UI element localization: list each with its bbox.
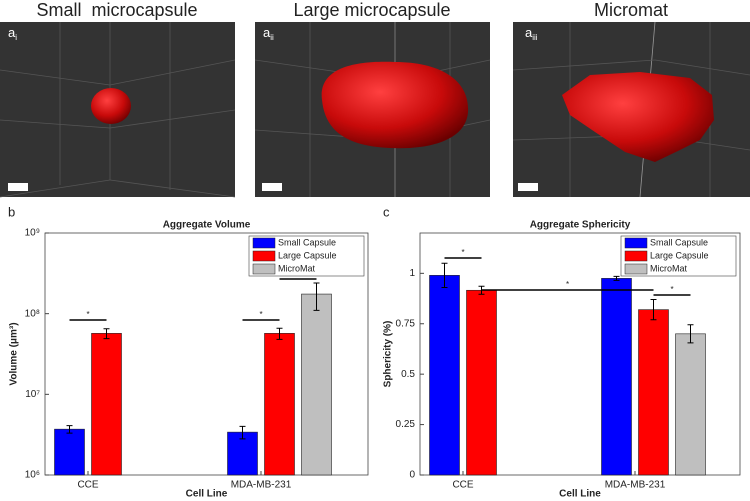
legend-label: Large Capsule bbox=[278, 250, 337, 260]
x-axis-label: Cell Line bbox=[559, 489, 601, 500]
significance-label: * bbox=[259, 310, 262, 319]
y-tick-label: 10⁹ bbox=[25, 228, 40, 239]
error-bar bbox=[441, 262, 448, 288]
microcapsule bbox=[321, 61, 469, 149]
panel-letter: a bbox=[263, 25, 271, 40]
panel-letter: a bbox=[8, 25, 16, 40]
x-tick-label: CCE bbox=[452, 480, 473, 491]
panel-title: Micromat bbox=[594, 0, 668, 20]
y-tick-label: 10⁶ bbox=[25, 470, 40, 481]
legend-label: Small Capsule bbox=[650, 237, 708, 247]
panel-letter: a bbox=[525, 25, 533, 40]
panel-label: aii bbox=[263, 25, 274, 42]
legend-label: Small Capsule bbox=[278, 237, 336, 247]
error-bar bbox=[103, 328, 110, 340]
error-bar bbox=[613, 275, 620, 281]
bar bbox=[429, 275, 460, 476]
panel-subscript: i bbox=[15, 33, 17, 42]
significance-label: * bbox=[670, 285, 673, 294]
chart-title: Aggregate Volume bbox=[163, 220, 251, 231]
bar bbox=[675, 333, 706, 476]
panel-title: Large microcapsule bbox=[293, 0, 450, 20]
legend-label: MicroMat bbox=[650, 263, 688, 273]
panel-subscript: iii bbox=[532, 33, 538, 42]
error-bar bbox=[276, 327, 283, 340]
panel-label: aiii bbox=[525, 25, 538, 42]
error-bar bbox=[313, 282, 320, 311]
error-bar bbox=[650, 299, 657, 321]
bar bbox=[54, 428, 85, 476]
x-tick-label: CCE bbox=[77, 480, 98, 491]
bar bbox=[301, 293, 332, 476]
panel-subscript: ii bbox=[270, 33, 274, 42]
bar bbox=[91, 333, 122, 476]
y-tick-label: 0.75 bbox=[396, 318, 416, 329]
image-panel bbox=[254, 22, 491, 197]
legend-swatch bbox=[624, 250, 648, 262]
significance-label: * bbox=[86, 310, 89, 319]
panel-letter: b bbox=[8, 204, 15, 219]
significance-label: * bbox=[566, 280, 569, 289]
legend-swatch bbox=[624, 237, 648, 249]
microcapsule bbox=[91, 88, 131, 124]
panel-label: ai bbox=[8, 25, 17, 42]
y-tick-label: 1 bbox=[409, 268, 415, 279]
y-tick-label: 0.25 bbox=[396, 419, 416, 430]
y-axis-label: Volume (μm³) bbox=[9, 322, 20, 385]
y-tick-label: 10⁷ bbox=[25, 389, 40, 400]
x-tick-label: MDA-MB-231 bbox=[231, 480, 292, 491]
x-tick-label: MDA-MB-231 bbox=[605, 480, 666, 491]
y-tick-label: 0.5 bbox=[401, 369, 415, 380]
legend-label: MicroMat bbox=[278, 263, 316, 273]
legend-swatch bbox=[252, 263, 276, 275]
significance-label: * bbox=[461, 248, 464, 257]
error-bar bbox=[239, 425, 246, 440]
legend-swatch bbox=[252, 237, 276, 249]
scale-bar bbox=[8, 183, 28, 191]
legend-swatch bbox=[252, 250, 276, 262]
y-tick-label: 0 bbox=[409, 470, 415, 481]
y-tick-label: 10⁸ bbox=[25, 308, 40, 319]
bar bbox=[601, 278, 632, 476]
micromat bbox=[562, 72, 714, 162]
bar bbox=[466, 289, 497, 476]
scale-bar bbox=[518, 183, 538, 191]
grid-3d bbox=[0, 22, 236, 198]
x-axis-label: Cell Line bbox=[186, 489, 228, 500]
image-panel bbox=[0, 22, 236, 198]
panel-title: Small microcapsule bbox=[36, 0, 197, 20]
image-panel bbox=[512, 21, 750, 198]
chart-title: Aggregate Sphericity bbox=[530, 220, 631, 231]
legend-swatch bbox=[624, 263, 648, 275]
y-axis-label: Sphericity (%) bbox=[383, 321, 394, 388]
bar bbox=[264, 333, 295, 476]
bar bbox=[638, 309, 669, 476]
panel-letter: c bbox=[383, 204, 390, 219]
legend-label: Large Capsule bbox=[650, 250, 709, 260]
error-bar bbox=[687, 324, 694, 344]
error-bar bbox=[66, 425, 73, 434]
scale-bar bbox=[262, 183, 282, 191]
